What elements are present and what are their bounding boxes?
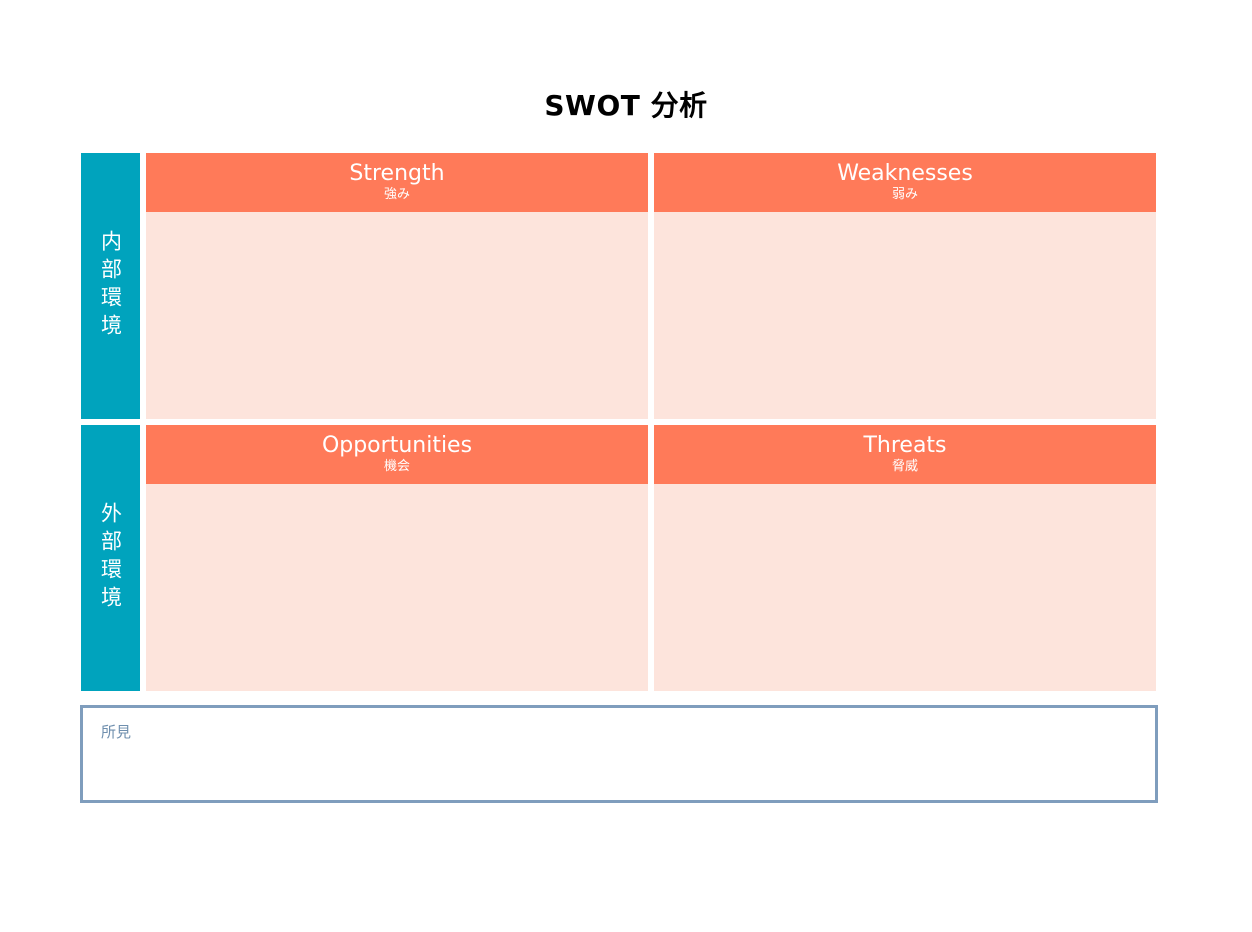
strength-header: Strength 強み bbox=[146, 153, 648, 212]
threats-subtitle: 脅威 bbox=[891, 459, 918, 474]
strength-subtitle: 強み bbox=[383, 187, 410, 202]
weaknesses-title: Weaknesses bbox=[837, 161, 973, 186]
findings-label: 所見 bbox=[101, 723, 132, 741]
strength-title: Strength bbox=[349, 161, 445, 186]
internal-environment-band: 内部環境 bbox=[81, 153, 140, 419]
opportunities-subtitle: 機会 bbox=[383, 459, 410, 474]
threats-quadrant[interactable]: Threats 脅威 bbox=[654, 425, 1156, 691]
findings-box[interactable]: 所見 bbox=[80, 705, 1158, 803]
internal-environment-label: 内部環境 bbox=[98, 230, 123, 342]
threats-title: Threats bbox=[863, 433, 947, 458]
threats-header: Threats 脅威 bbox=[654, 425, 1156, 484]
weaknesses-subtitle: 弱み bbox=[891, 187, 918, 202]
opportunities-quadrant[interactable]: Opportunities 機会 bbox=[146, 425, 648, 691]
external-environment-band: 外部環境 bbox=[81, 425, 140, 691]
weaknesses-header: Weaknesses 弱み bbox=[654, 153, 1156, 212]
opportunities-title: Opportunities bbox=[321, 433, 473, 458]
strength-quadrant[interactable]: Strength 強み bbox=[146, 153, 648, 419]
page-title: SWOT 分析 bbox=[544, 89, 708, 122]
weaknesses-quadrant[interactable]: Weaknesses 弱み bbox=[654, 153, 1156, 419]
opportunities-header: Opportunities 機会 bbox=[146, 425, 648, 484]
external-environment-label: 外部環境 bbox=[98, 502, 123, 614]
